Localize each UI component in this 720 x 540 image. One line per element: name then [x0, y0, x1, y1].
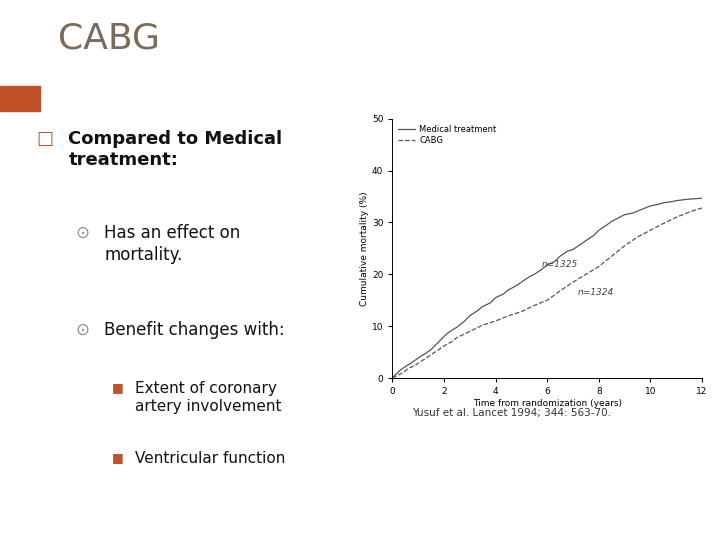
Text: n=1324: n=1324 — [578, 288, 614, 297]
Medical treatment — [672, 198, 680, 204]
CABG — [435, 346, 444, 353]
CABG — [659, 220, 667, 227]
CABG — [685, 209, 693, 215]
Medical treatment — [388, 375, 397, 381]
CABG — [595, 264, 603, 270]
CABG — [633, 234, 642, 240]
Medical treatment — [486, 300, 495, 306]
Text: Benefit changes with:: Benefit changes with: — [104, 321, 285, 339]
Bar — [0, 86, 40, 111]
CABG — [543, 297, 552, 303]
CABG — [478, 322, 487, 328]
Text: ■: ■ — [112, 451, 123, 464]
Text: CABG: CABG — [58, 22, 160, 56]
Text: Yusuf et al. Lancet 1994; 344: 563-70.: Yusuf et al. Lancet 1994; 344: 563-70. — [412, 408, 611, 418]
CABG — [447, 339, 456, 345]
Text: n=1325: n=1325 — [542, 260, 578, 268]
CABG — [453, 334, 462, 341]
CABG — [398, 369, 407, 376]
CABG — [460, 330, 469, 337]
Text: □: □ — [36, 130, 53, 147]
CABG — [646, 227, 654, 233]
CABG — [517, 308, 526, 315]
CABG — [416, 358, 425, 365]
CABG — [621, 242, 629, 249]
CABG — [582, 271, 590, 278]
Text: ⊙: ⊙ — [76, 321, 89, 339]
Line: Medical treatment: Medical treatment — [392, 198, 702, 378]
CABG — [530, 302, 539, 309]
Medical treatment — [569, 246, 577, 253]
CABG — [388, 375, 397, 381]
CABG — [698, 205, 706, 211]
CABG — [569, 279, 577, 285]
CABG — [393, 372, 402, 379]
CABG — [672, 214, 680, 220]
Text: ⊙: ⊙ — [76, 224, 89, 242]
CABG — [427, 352, 436, 358]
CABG — [491, 318, 500, 324]
X-axis label: Time from randomization (years): Time from randomization (years) — [473, 399, 621, 408]
Line: CABG: CABG — [392, 208, 702, 378]
Text: Ventricular function: Ventricular function — [135, 451, 286, 466]
CABG — [556, 288, 564, 294]
CABG — [504, 313, 513, 319]
CABG — [440, 342, 449, 349]
CABG — [404, 366, 413, 372]
Medical treatment — [525, 274, 534, 280]
Medical treatment — [698, 195, 706, 201]
Text: Extent of coronary
artery involvement: Extent of coronary artery involvement — [135, 381, 282, 414]
Text: ■: ■ — [112, 381, 123, 394]
Text: Compared to Medical
treatment:: Compared to Medical treatment: — [68, 130, 282, 169]
Medical treatment — [582, 238, 590, 244]
Text: Has an effect on
mortality.: Has an effect on mortality. — [104, 224, 240, 264]
Legend: Medical treatment, CABG: Medical treatment, CABG — [397, 123, 498, 147]
CABG — [411, 362, 420, 368]
CABG — [466, 328, 474, 335]
CABG — [422, 355, 431, 362]
Medical treatment — [406, 360, 415, 367]
CABG — [608, 253, 616, 259]
Y-axis label: Cumulative mortality (%): Cumulative mortality (%) — [360, 191, 369, 306]
